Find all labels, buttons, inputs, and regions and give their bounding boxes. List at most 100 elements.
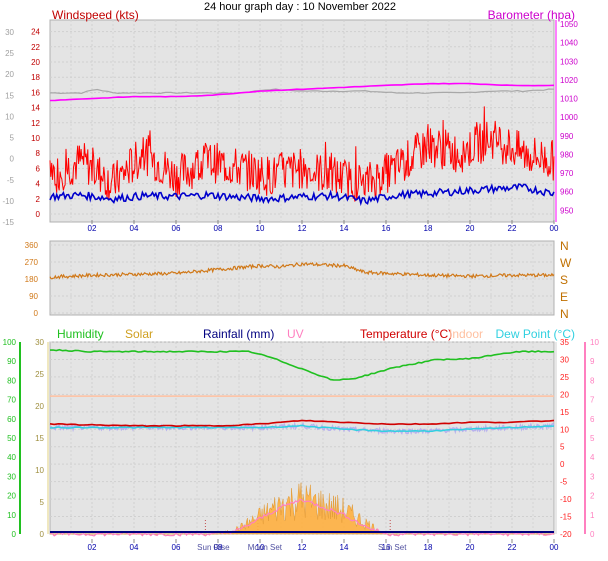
dew-point-line <box>49 424 554 433</box>
top-hour-label: 06 <box>172 224 181 233</box>
humidity-tick-label: 10 <box>7 511 16 520</box>
sunset-marker-label: Sun Set <box>378 543 407 552</box>
wind-direction-tick-label: 270 <box>25 258 39 267</box>
windspeed-tick-label: 6 <box>36 164 41 173</box>
barometer-tick-label: 960 <box>560 188 574 197</box>
temperature-tick-label: -10 <box>560 495 572 504</box>
top-hour-label: 14 <box>340 224 349 233</box>
top-grid <box>50 20 554 222</box>
windspeed-tick-label: 8 <box>36 149 41 158</box>
solar-tick-label: 5 <box>40 498 45 507</box>
wind-average-line <box>49 183 555 207</box>
barometer-tick-label: 1040 <box>560 39 578 48</box>
uv-tick-label: 8 <box>590 376 595 385</box>
uv-tick-label: 0 <box>590 530 595 539</box>
temperature-tick-label: 15 <box>560 408 569 417</box>
barometer-tick-label: 1030 <box>560 57 578 66</box>
humidity-tick-label: 40 <box>7 453 16 462</box>
barometer-line <box>49 82 555 102</box>
left-outer-tick-label: -5 <box>7 176 15 185</box>
bottom-series <box>49 348 555 537</box>
humidity-line <box>49 348 555 381</box>
uv-tick-label: 6 <box>590 415 595 424</box>
temperature-tick-label: 0 <box>560 460 565 469</box>
top-hour-label: 22 <box>508 224 517 233</box>
uv-tick-label: 10 <box>590 338 599 347</box>
humidity-tick-label: 30 <box>7 472 16 481</box>
bottom-hour-label: 08 <box>214 543 223 552</box>
solar-tick-label: 30 <box>35 338 44 347</box>
barometer-tick-label: 990 <box>560 132 574 141</box>
barometer-tick-label: 1010 <box>560 95 578 104</box>
top-hour-label: 12 <box>298 224 307 233</box>
left-outer-tick-label: -15 <box>2 218 14 227</box>
top-hour-label: 00 <box>550 224 559 233</box>
windspeed-tick-label: 18 <box>31 73 40 82</box>
temperature-tick-label: 25 <box>560 373 569 382</box>
left-outer-tick-label: 5 <box>10 134 15 143</box>
legend-rainfall: Rainfall (mm) <box>203 327 274 341</box>
bottom-hour-label: 06 <box>172 543 181 552</box>
windspeed-tick-label: 12 <box>31 119 40 128</box>
wind-direction-series <box>49 261 555 280</box>
humidity-tick-label: 0 <box>12 530 17 539</box>
top-hour-label: 08 <box>214 224 223 233</box>
windspeed-tick-label: 16 <box>31 88 40 97</box>
windspeed-tick-label: 10 <box>31 134 40 143</box>
uv-tick-label: 9 <box>590 357 595 366</box>
windspeed-line <box>49 106 555 202</box>
page-title: 24 hour graph day : 10 November 2022 <box>204 1 396 13</box>
bottom-axes: 1009080706050403020100302520151050353025… <box>3 338 600 552</box>
wind-direction-line <box>49 261 555 280</box>
grey-series-line <box>50 88 555 95</box>
legend-solar: Solar <box>125 327 153 341</box>
legend-indoor: Indoor <box>449 327 483 341</box>
compass-label: E <box>560 290 568 304</box>
uv-tick-label: 5 <box>590 434 595 443</box>
humidity-tick-label: 100 <box>3 338 17 347</box>
top-hour-label: 02 <box>88 224 97 233</box>
left-outer-tick-label: 25 <box>5 49 14 58</box>
bottom-hour-label: 04 <box>130 543 139 552</box>
barometer-label: Barometer (hpa) <box>488 8 575 22</box>
windspeed-tick-label: 22 <box>31 43 40 52</box>
humidity-tick-label: 80 <box>7 376 16 385</box>
humidity-tick-label: 60 <box>7 415 16 424</box>
bottom-hour-label: 20 <box>466 543 475 552</box>
wind-direction-tick-label: 90 <box>29 292 38 301</box>
humidity-tick-label: 70 <box>7 396 16 405</box>
windspeed-tick-label: 20 <box>31 58 40 67</box>
barometer-tick-label: 1020 <box>560 76 578 85</box>
top-hour-label: 16 <box>382 224 391 233</box>
windspeed-label: Windspeed (kts) <box>52 8 139 22</box>
humidity-tick-label: 20 <box>7 492 16 501</box>
humidity-tick-label: 90 <box>7 357 16 366</box>
bottom-hour-label: 02 <box>88 543 97 552</box>
left-outer-tick-label: 20 <box>5 70 14 79</box>
temperature-tick-label: -5 <box>560 478 568 487</box>
top-hour-label: 20 <box>466 224 475 233</box>
solar-tick-label: 15 <box>35 434 44 443</box>
uv-tick-label: 4 <box>590 453 595 462</box>
bottom-hour-label: 10 <box>256 543 265 552</box>
uv-tick-label: 2 <box>590 492 595 501</box>
windspeed-tick-label: 2 <box>36 195 41 204</box>
temperature-line <box>49 419 555 428</box>
left-outer-tick-label: -10 <box>2 197 14 206</box>
top-hour-label: 04 <box>130 224 139 233</box>
uv-tick-label: 7 <box>590 396 595 405</box>
legend-uv: UV <box>287 327 304 341</box>
top-hour-label: 10 <box>256 224 265 233</box>
temperature-tick-label: 5 <box>560 443 565 452</box>
humidity-tick-label: 50 <box>7 434 16 443</box>
legend-temperature: Temperature (°C) <box>360 327 452 341</box>
legend-dew-point: Dew Point (°C) <box>496 327 575 341</box>
bottom-hour-label: 00 <box>550 543 559 552</box>
temperature-tick-label: 20 <box>560 390 569 399</box>
compass-label: N <box>560 307 569 321</box>
uv-tick-label: 1 <box>590 511 595 520</box>
left-outer-tick-label: 30 <box>5 28 14 37</box>
